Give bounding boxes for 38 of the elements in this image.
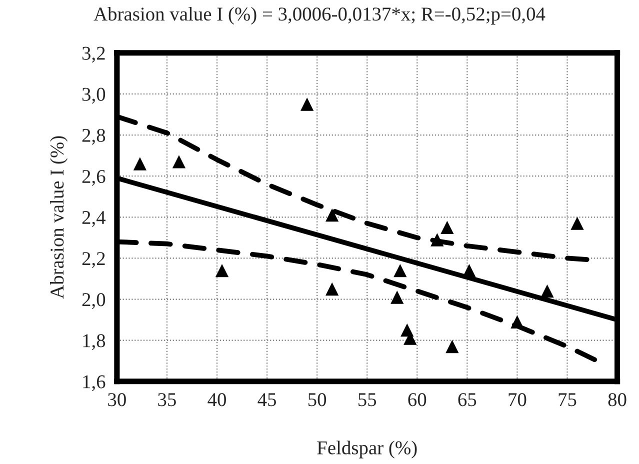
y-tick-label: 2,6 [82,170,106,186]
y-tick-label: 3,0 [82,88,106,104]
point [440,220,454,234]
y-axis-title: Abrasion value I (%) [50,136,68,299]
y-tick-label: 1,6 [83,375,106,392]
x-tick-label: 60 [408,393,426,406]
y-tick-label: 2,4 [82,211,106,227]
x-tick-label: 75 [558,393,576,406]
y-tick-label: 2,2 [82,252,105,268]
point [446,340,459,354]
point [325,208,339,222]
x-tick-label: 30 [108,393,126,406]
x-tick-label: 40 [208,393,226,406]
point [570,216,584,230]
point [172,155,186,168]
x-tick-label: 80 [608,393,626,406]
point [390,290,404,304]
point [430,233,444,246]
x-tick-label: 50 [308,393,326,406]
x-tick-label: 55 [358,393,376,406]
y-tick-label: 2,0 [82,293,106,310]
x-tick-label: 35 [158,393,176,406]
y-tick-label: 3,2 [82,46,105,63]
point [215,264,229,278]
x-tick-label: 65 [458,393,476,406]
point [394,264,407,278]
point [540,284,554,298]
x-axis-title: Feldspar (%) [317,440,417,458]
y-tick-label: 1,8 [83,334,106,350]
x-tick-label: 45 [258,393,276,406]
point [325,282,339,296]
chart-title: Abrasion value I (%) = 3,0006-0,0137*x; R=-0,52;p=0,04 [94,6,546,25]
point [510,315,524,328]
point [462,264,476,278]
x-tick-label: 70 [508,393,526,406]
point [133,157,147,170]
y-tick-label: 2,8 [82,128,106,145]
point [300,98,314,111]
